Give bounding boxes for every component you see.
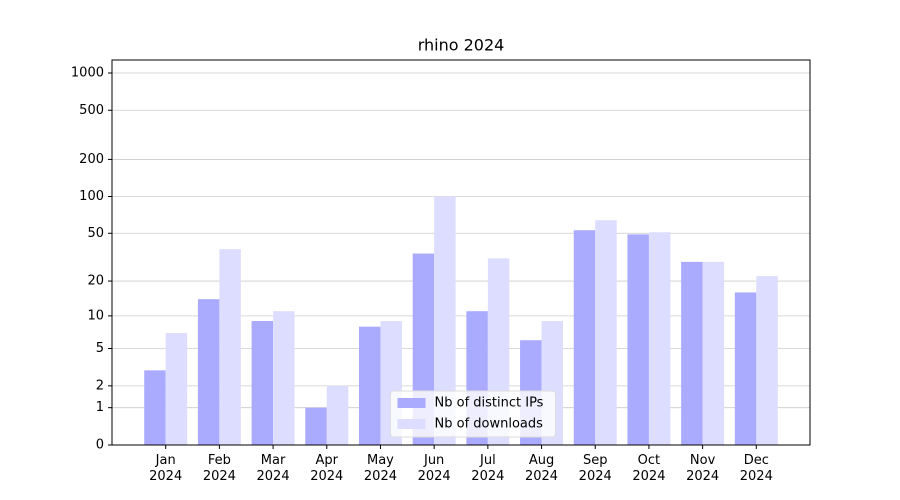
x-tick-label: May 2024 [363, 453, 397, 484]
y-tick-label: 10 [87, 308, 104, 323]
legend-swatch [397, 398, 426, 408]
x-tick-label: Sep 2024 [578, 453, 612, 484]
bar [273, 311, 295, 445]
bar [358, 326, 381, 445]
bar [197, 299, 220, 445]
y-tick-label: 200 [79, 152, 104, 167]
x-tick-label: Jul 2024 [471, 453, 505, 484]
y-tick-label: 2 [96, 378, 104, 393]
bar [144, 370, 166, 445]
y-tick-label: 50 [87, 226, 104, 241]
y-tick-label: 20 [87, 274, 104, 289]
bar [627, 234, 649, 445]
bar [595, 220, 617, 445]
bar [648, 232, 671, 445]
y-tick-label: 0 [96, 438, 104, 453]
plot-frame [111, 59, 811, 446]
bar [756, 276, 778, 445]
x-tick-label: Oct 2024 [632, 453, 666, 484]
x-tick-label: Aug 2024 [524, 453, 559, 484]
bar [702, 261, 725, 445]
x-tick-label: Apr 2024 [310, 453, 344, 484]
y-tick-label: 5 [96, 341, 104, 356]
x-tick-label: Nov 2024 [686, 453, 720, 484]
bar [219, 249, 241, 445]
legend-swatch [397, 419, 426, 429]
bar [681, 261, 703, 445]
x-tick-label: Jun 2024 [417, 453, 451, 484]
y-tick-label: 1000 [71, 65, 104, 80]
bar [573, 230, 596, 445]
bar [305, 407, 327, 445]
legend-box [390, 390, 556, 438]
bar [326, 385, 349, 445]
bar [734, 292, 757, 445]
y-tick-label: 500 [79, 103, 104, 118]
legend-label: Nb of downloads [435, 417, 544, 432]
legend-label: Nb of distinct IPs [435, 396, 544, 411]
legend: Nb of distinct IPs Nb of downloads [390, 390, 556, 438]
chart-title: rhino 2024 [418, 36, 505, 55]
x-tick-label: Mar 2024 [256, 453, 290, 484]
y-tick-label: 1 [96, 400, 104, 415]
x-tick-label: Dec 2024 [739, 453, 773, 484]
y-tick-label: 100 [79, 189, 104, 204]
x-tick-label: Feb 2024 [202, 453, 236, 484]
bar [251, 321, 274, 445]
bar [165, 333, 188, 445]
bar [434, 196, 456, 445]
x-tick-label: Jan 2024 [149, 453, 183, 484]
